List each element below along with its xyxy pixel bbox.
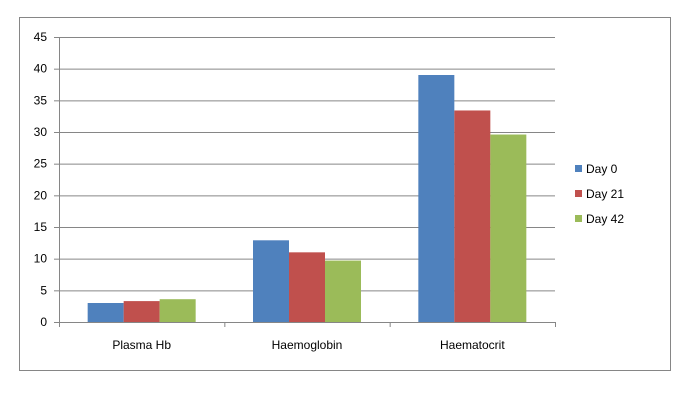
y-tick-label: 40 <box>34 62 48 76</box>
x-tick-label: Haemoglobin <box>272 338 343 352</box>
y-tick-label: 20 <box>34 188 48 202</box>
axes <box>59 37 556 327</box>
y-tick-label: 45 <box>34 30 48 44</box>
bar <box>289 252 325 322</box>
x-axis-labels: Plasma Hb Haemoglobin Haematocrit <box>112 338 505 352</box>
y-tick-label: 35 <box>34 93 48 107</box>
bar <box>418 75 455 322</box>
bar <box>490 134 527 322</box>
x-tick-label: Haematocrit <box>440 338 505 352</box>
legend-label: Day 42 <box>586 212 624 226</box>
y-tick-label: 5 <box>40 283 47 297</box>
y-tick-label: 10 <box>34 252 48 266</box>
y-axis-ticks: 0 5 10 15 20 25 30 35 40 45 <box>34 30 59 329</box>
bar <box>87 303 124 322</box>
bar <box>159 299 196 322</box>
bar <box>253 240 289 322</box>
x-tick-label: Plasma Hb <box>112 338 171 352</box>
bar <box>454 110 491 322</box>
legend-label: Day 0 <box>586 162 618 176</box>
legend: Day 0 Day 21 Day 42 <box>575 162 624 226</box>
y-tick-label: 30 <box>34 125 48 139</box>
legend-swatch <box>575 215 582 222</box>
bars <box>87 75 527 322</box>
y-tick-label: 0 <box>40 315 47 329</box>
legend-swatch <box>575 165 582 172</box>
bar <box>325 260 361 322</box>
legend-label: Day 21 <box>586 187 624 201</box>
y-tick-label: 25 <box>34 157 48 171</box>
y-tick-label: 15 <box>34 220 48 234</box>
bar <box>123 301 160 322</box>
legend-swatch <box>575 190 582 197</box>
